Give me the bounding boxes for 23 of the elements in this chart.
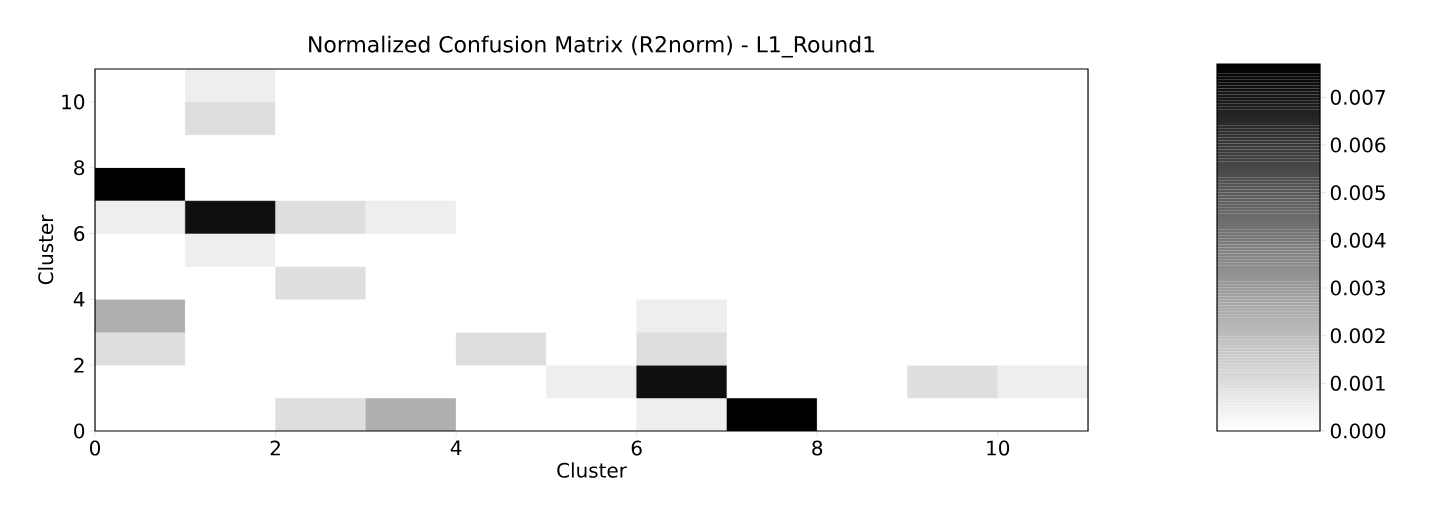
x-tick-label: 10: [987, 440, 1010, 456]
color-bar-label: 0.007: [1330, 89, 1385, 105]
x-tick-label: 8: [812, 440, 823, 456]
color-bar-label: 0.004: [1330, 232, 1386, 248]
y-tick-label: 10: [62, 94, 85, 110]
color-bar-label: 0.000: [1330, 423, 1386, 439]
x-tick-label: 0: [89, 440, 101, 456]
y-tick-label: 6: [74, 226, 85, 242]
color-bar-label: 0.003: [1330, 280, 1385, 296]
x-tick-label: 4: [450, 440, 462, 456]
x-tick-label: 6: [631, 440, 642, 456]
color-bar-label: 0.006: [1330, 137, 1386, 153]
x-axis-title: Cluster: [557, 462, 627, 478]
y-axis-title: Cluster: [37, 214, 54, 285]
color-bar-label: 0.005: [1330, 185, 1385, 201]
chart-title: Normalized Confusion Matrix (R2norm) - L1_Round1: [309, 35, 875, 58]
y-tick-label: 8: [74, 160, 85, 176]
y-tick-label: 2: [74, 357, 84, 373]
y-tick-label: 4: [73, 292, 85, 307]
color-bar-label: 0.002: [1330, 328, 1385, 344]
x-tick-label: 2: [270, 440, 280, 456]
y-tick-label: 0: [74, 423, 85, 439]
color-bar-label: 0.001: [1330, 375, 1385, 391]
